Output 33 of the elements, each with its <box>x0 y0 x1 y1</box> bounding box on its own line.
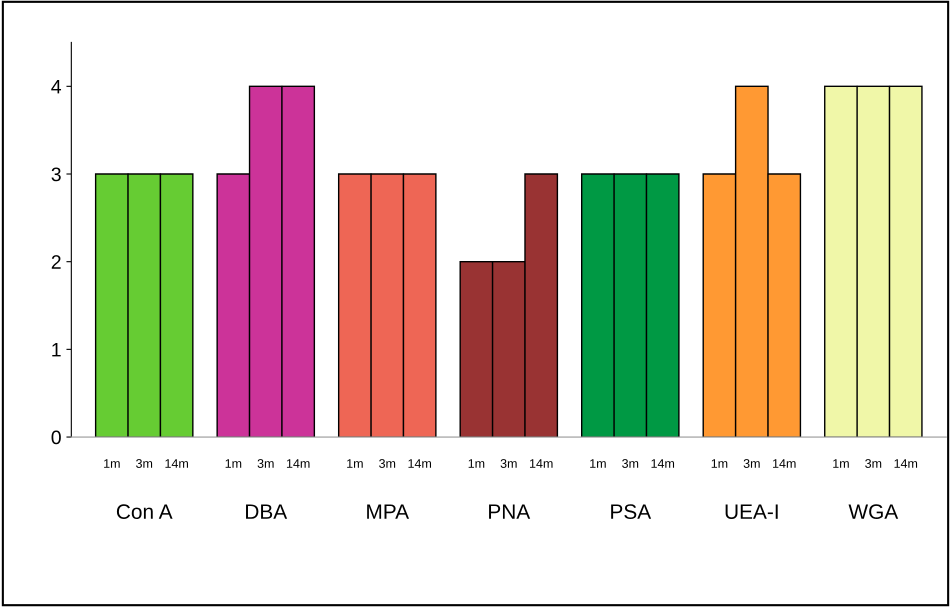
series-label: 1m <box>104 459 120 468</box>
text: 3m <box>865 459 882 468</box>
x-tick-label: PSA <box>611 504 652 520</box>
y-tick-label: 3 <box>52 167 61 182</box>
series-label: 3m <box>136 459 152 468</box>
y-tick-label: 0 <box>52 430 61 444</box>
text: 3m <box>622 459 638 468</box>
x-tick-label: PNA <box>489 504 530 519</box>
text: 1m <box>468 459 484 468</box>
text: 1m <box>226 459 242 468</box>
text: 14m <box>894 459 918 468</box>
text: 3m <box>379 459 396 468</box>
text: 14m <box>286 459 310 468</box>
y-tick-label: 1 <box>52 343 61 356</box>
text: 1m <box>590 459 606 468</box>
text: 14m <box>530 459 553 468</box>
y-tick-label: 2 <box>52 255 61 269</box>
x-tick-label: Con A <box>116 504 173 520</box>
text: 14m <box>652 459 674 468</box>
text: 14m <box>408 459 432 468</box>
x-tick-label: MPA <box>367 504 410 519</box>
text: 1m <box>347 459 363 468</box>
text: 3m <box>500 459 517 468</box>
text: 1m <box>712 459 728 468</box>
text: 3m <box>258 459 274 468</box>
series-label: 14m <box>165 459 188 468</box>
text: 1m <box>833 459 849 468</box>
text: 14m <box>773 459 796 468</box>
text: 3m <box>744 459 760 468</box>
x-tick-label: DBA <box>246 504 288 519</box>
y-tick-label: 4 <box>51 80 62 94</box>
x-tick-label: UEA-I <box>726 504 778 520</box>
x-tick-label: WGA <box>848 504 898 520</box>
